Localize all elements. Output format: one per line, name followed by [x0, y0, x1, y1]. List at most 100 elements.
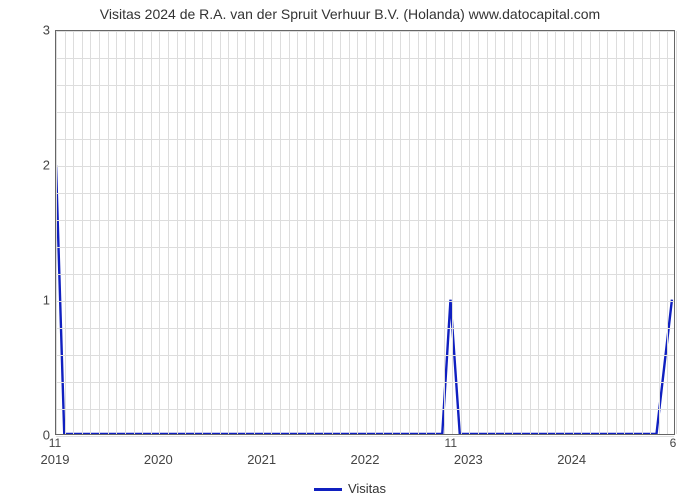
legend: Visitas [0, 481, 700, 496]
legend-label: Visitas [348, 481, 386, 496]
data-point-label: 6 [670, 436, 677, 450]
grid-line-v [349, 31, 350, 434]
grid-line-v [125, 31, 126, 434]
grid-line-v [142, 31, 143, 434]
grid-line-v [73, 31, 74, 434]
grid-line-v [633, 31, 634, 434]
grid-line-v [624, 31, 625, 434]
grid-line-h [56, 31, 674, 32]
grid-line-h [56, 274, 674, 275]
grid-line-v [297, 31, 298, 434]
y-tick-label: 2 [10, 158, 50, 173]
grid-line-v [538, 31, 539, 434]
grid-line-v [211, 31, 212, 434]
grid-line-v [254, 31, 255, 434]
grid-line-h [56, 301, 674, 302]
grid-line-v [599, 31, 600, 434]
grid-line-v [469, 31, 470, 434]
grid-line-v [521, 31, 522, 434]
chart-title: Visitas 2024 de R.A. van der Spruit Verh… [0, 6, 700, 22]
grid-line-v [564, 31, 565, 434]
grid-line-v [642, 31, 643, 434]
grid-line-v [444, 31, 445, 434]
grid-line-h [56, 193, 674, 194]
grid-line-v [366, 31, 367, 434]
grid-line-v [263, 31, 264, 434]
grid-line-v [400, 31, 401, 434]
grid-line-v [426, 31, 427, 434]
grid-line-v [607, 31, 608, 434]
grid-line-v [590, 31, 591, 434]
grid-line-h [56, 382, 674, 383]
grid-line-v [504, 31, 505, 434]
grid-line-v [116, 31, 117, 434]
grid-line-v [340, 31, 341, 434]
grid-line-v [99, 31, 100, 434]
grid-line-v [185, 31, 186, 434]
grid-line-v [555, 31, 556, 434]
grid-line-h [56, 436, 674, 437]
x-tick-label: 2020 [144, 452, 173, 467]
y-tick-label: 3 [10, 23, 50, 38]
legend-swatch [314, 488, 342, 491]
grid-line-v [418, 31, 419, 434]
grid-line-v [194, 31, 195, 434]
grid-line-v [108, 31, 109, 434]
grid-line-v [271, 31, 272, 434]
grid-line-v [547, 31, 548, 434]
grid-line-v [435, 31, 436, 434]
grid-line-v [56, 31, 57, 434]
chart-container: Visitas 2024 de R.A. van der Spruit Verh… [0, 0, 700, 500]
grid-line-h [56, 85, 674, 86]
grid-line-v [289, 31, 290, 434]
x-tick-label: 2023 [454, 452, 483, 467]
grid-line-h [56, 112, 674, 113]
data-point-label: 11 [445, 436, 457, 450]
grid-line-v [332, 31, 333, 434]
y-tick-label: 1 [10, 293, 50, 308]
grid-line-v [202, 31, 203, 434]
grid-line-v [383, 31, 384, 434]
grid-line-v [392, 31, 393, 434]
grid-line-h [56, 409, 674, 410]
grid-line-v [245, 31, 246, 434]
grid-line-v [487, 31, 488, 434]
grid-line-v [452, 31, 453, 434]
grid-line-v [650, 31, 651, 434]
grid-line-v [659, 31, 660, 434]
grid-line-h [56, 58, 674, 59]
grid-line-v [306, 31, 307, 434]
grid-line-v [82, 31, 83, 434]
grid-line-h [56, 328, 674, 329]
grid-line-v [151, 31, 152, 434]
grid-line-v [65, 31, 66, 434]
grid-line-v [220, 31, 221, 434]
grid-line-v [495, 31, 496, 434]
grid-line-h [56, 166, 674, 167]
grid-line-v [375, 31, 376, 434]
grid-line-v [676, 31, 677, 434]
grid-line-v [512, 31, 513, 434]
x-tick-label: 2021 [247, 452, 276, 467]
x-tick-label: 2022 [351, 452, 380, 467]
grid-line-v [667, 31, 668, 434]
grid-line-v [134, 31, 135, 434]
grid-line-v [461, 31, 462, 434]
x-tick-label: 2024 [557, 452, 586, 467]
plot-area [55, 30, 675, 435]
grid-line-v [323, 31, 324, 434]
grid-line-h [56, 220, 674, 221]
grid-line-h [56, 355, 674, 356]
grid-line-v [228, 31, 229, 434]
y-tick-label: 0 [10, 428, 50, 443]
grid-line-v [159, 31, 160, 434]
grid-line-h [56, 139, 674, 140]
grid-line-v [581, 31, 582, 434]
grid-line-v [177, 31, 178, 434]
grid-line-v [357, 31, 358, 434]
grid-line-v [90, 31, 91, 434]
x-tick-label: 2019 [41, 452, 70, 467]
grid-line-v [280, 31, 281, 434]
grid-line-v [530, 31, 531, 434]
data-point-label: 11 [49, 436, 61, 450]
